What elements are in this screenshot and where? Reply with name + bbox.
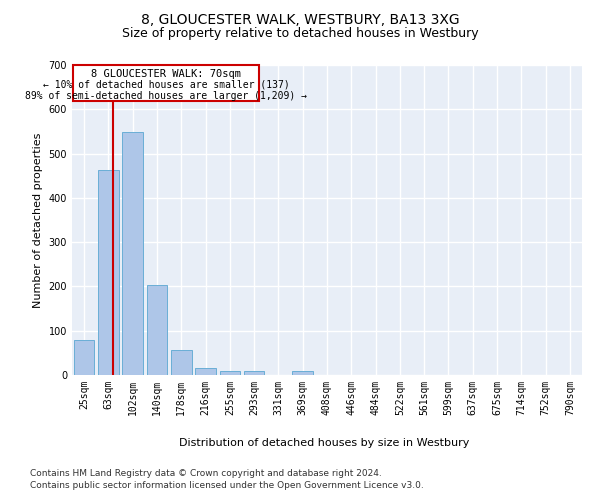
Bar — [122, 132, 143, 375]
Y-axis label: Number of detached properties: Number of detached properties — [33, 132, 43, 308]
Bar — [98, 170, 119, 375]
FancyBboxPatch shape — [73, 65, 259, 102]
Bar — [244, 370, 265, 375]
Text: Size of property relative to detached houses in Westbury: Size of property relative to detached ho… — [122, 28, 478, 40]
Bar — [171, 350, 191, 375]
Bar — [195, 368, 216, 375]
Text: Distribution of detached houses by size in Westbury: Distribution of detached houses by size … — [179, 438, 469, 448]
Text: 89% of semi-detached houses are larger (1,209) →: 89% of semi-detached houses are larger (… — [25, 90, 307, 101]
Bar — [292, 372, 313, 375]
Text: ← 10% of detached houses are smaller (137): ← 10% of detached houses are smaller (13… — [43, 80, 289, 90]
Bar — [74, 340, 94, 375]
Text: Contains public sector information licensed under the Open Government Licence v3: Contains public sector information licen… — [30, 481, 424, 490]
Text: 8, GLOUCESTER WALK, WESTBURY, BA13 3XG: 8, GLOUCESTER WALK, WESTBURY, BA13 3XG — [140, 12, 460, 26]
Bar — [220, 370, 240, 375]
Bar — [146, 285, 167, 375]
Text: 8 GLOUCESTER WALK: 70sqm: 8 GLOUCESTER WALK: 70sqm — [91, 68, 241, 78]
Text: Contains HM Land Registry data © Crown copyright and database right 2024.: Contains HM Land Registry data © Crown c… — [30, 468, 382, 477]
